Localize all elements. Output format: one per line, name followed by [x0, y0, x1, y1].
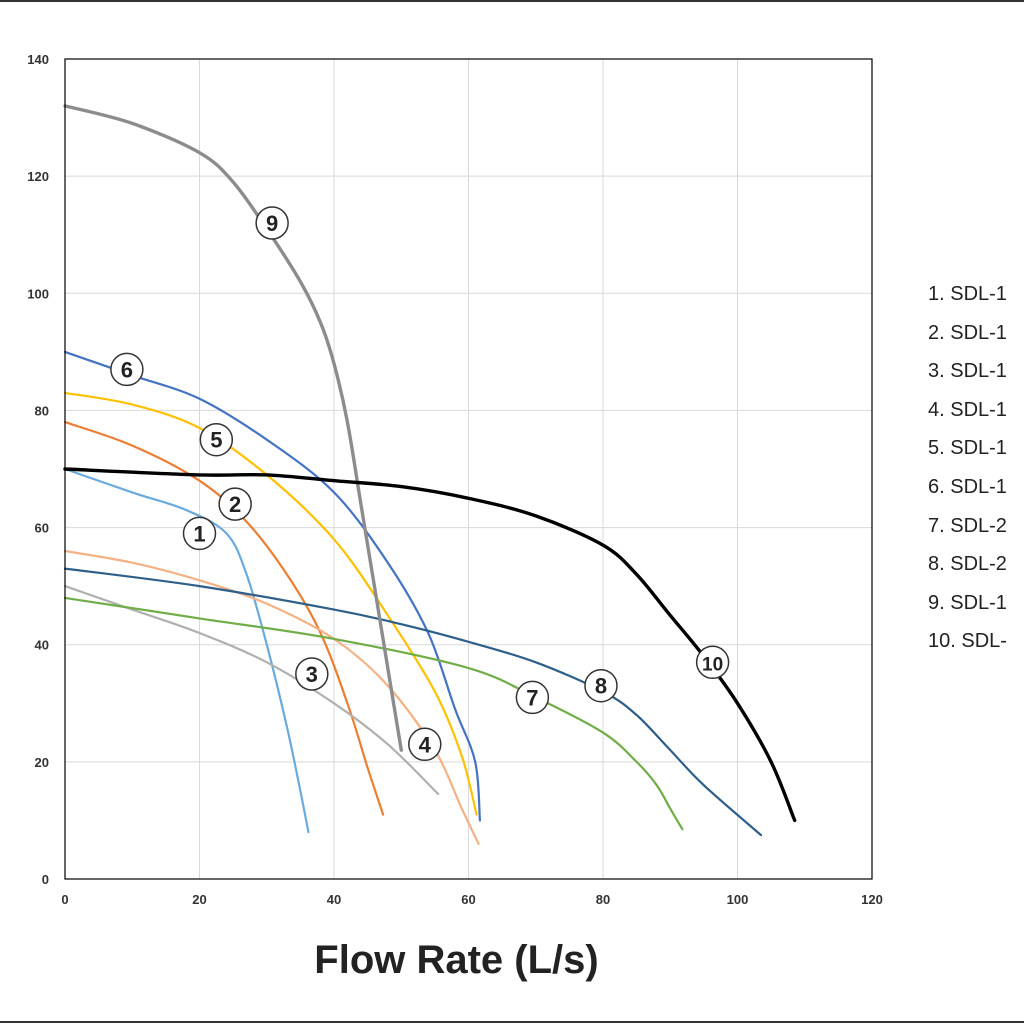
legend-item-6: 6. SDL-1: [928, 475, 1007, 498]
series-marker-label-10: 10: [702, 654, 723, 675]
series-marker-7: [515, 680, 550, 715]
y-tick-label: 60: [35, 521, 49, 536]
series-marker-label-1: 1: [193, 521, 205, 546]
grid: [64, 58, 873, 880]
y-tick-label: 40: [35, 638, 49, 653]
legend-item-3: 3. SDL-1: [928, 360, 1007, 383]
x-tick-label: 60: [461, 892, 475, 907]
x-tick-label: 20: [192, 892, 206, 907]
series-line-8: [63, 567, 763, 837]
series-marker-label-3: 3: [306, 662, 318, 687]
series-marker-9: [255, 206, 289, 240]
y-tick-label: 20: [35, 755, 49, 770]
series-line-3: [63, 585, 440, 796]
series-marker-2: [218, 487, 252, 521]
legend-item-2: 2. SDL-1: [928, 321, 1007, 344]
top-border: [0, 0, 1024, 2]
series-marker-8: [584, 668, 618, 703]
y-tick-label: 100: [27, 286, 49, 301]
y-tick-label: 140: [27, 52, 49, 67]
y-tick-label: 80: [35, 403, 49, 418]
legend-item-4: 4. SDL-1: [928, 398, 1007, 421]
x-axis-title: Flow Rate (L/s): [314, 938, 598, 982]
series-marker-6: [110, 352, 144, 387]
legend-item-10: 10. SDL-: [928, 630, 1007, 653]
series-lines: [63, 104, 797, 845]
series-line-7: [63, 596, 684, 831]
legend-item-1: 1. SDL-1: [928, 283, 1007, 305]
legend-item-8: 8. SDL-2: [928, 553, 1007, 576]
series-marker-3: [295, 657, 329, 691]
series-line-5: [63, 391, 478, 816]
x-tick-label: 80: [596, 892, 610, 907]
plot-frame: [64, 58, 873, 880]
legend-item-5: 5. SDL-1: [928, 437, 1007, 460]
x-tick-label: 0: [61, 892, 68, 907]
y-tick-label: 120: [27, 169, 49, 184]
series-line-4: [63, 549, 480, 845]
series-marker-label-7: 7: [526, 685, 538, 710]
series-marker-label-6: 6: [121, 357, 133, 382]
series-marker-1: [182, 516, 217, 551]
x-tick-label: 100: [727, 892, 749, 907]
series-marker-label-5: 5: [210, 428, 222, 453]
bottom-border: [0, 1021, 1024, 1023]
legend: 1. SDL-1 2. SDL-1 3. SDL-1 4. SDL-1 5. S…: [928, 280, 1024, 666]
x-tick-label: 120: [861, 892, 883, 907]
series-line-6: [63, 350, 481, 822]
series-marker-4: [408, 727, 442, 762]
series-marker-label-2: 2: [229, 492, 241, 517]
legend-item-7: 7. SDL-2: [928, 514, 1007, 537]
series-marker-5: [199, 422, 234, 457]
legend-item-9: 9. SDL-1: [928, 591, 1007, 614]
series-line-1: [63, 467, 310, 834]
series-marker-label-8: 8: [595, 674, 607, 699]
series-line-2: [63, 421, 385, 816]
series-marker-10: [695, 645, 730, 680]
series-line-10: [63, 467, 797, 823]
axes: 0 20 40 60 80 100 120 0 20 40 60 80 100 120 140: [27, 52, 883, 907]
series-marker-label-9: 9: [266, 211, 278, 236]
series-markers: 12 3 4 5 6 7 8 9 10: [110, 206, 730, 762]
y-tick-label: 0: [42, 872, 49, 887]
series-marker-label-4: 4: [419, 732, 432, 757]
x-tick-label: 40: [327, 892, 341, 907]
series-line-9: [63, 104, 403, 752]
